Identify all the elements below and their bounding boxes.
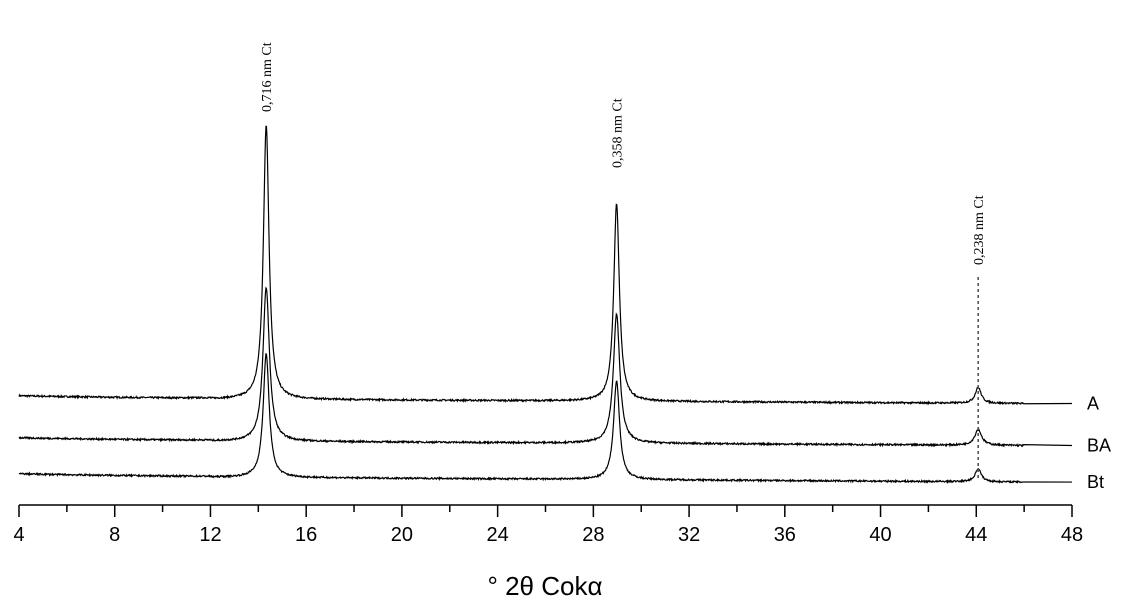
trace-ba: [18, 286, 1073, 448]
peak-annotation: 0,716 nm Ct: [260, 42, 275, 112]
series-label-a: A: [1087, 394, 1099, 414]
trace-a: [18, 125, 1073, 406]
x-tick-label: 20: [391, 524, 413, 546]
x-axis: 4 8 12 16 20 24 28 32 36 40 44 48: [13, 504, 1083, 546]
trace-bt: [18, 352, 1073, 485]
x-axis-title: ° 2θ Cokα: [487, 571, 602, 601]
x-tick-label: 32: [678, 524, 700, 546]
x-tick-label: 44: [965, 524, 987, 546]
x-tick-label: 28: [582, 524, 604, 546]
x-tick-label: 16: [295, 524, 317, 546]
x-tick-label: 48: [1061, 524, 1083, 546]
peak-annotation: 0,238 nm Ct: [972, 195, 987, 265]
x-tick-label: 8: [109, 524, 120, 546]
diffraction-traces: [18, 125, 1073, 485]
series-label-ba: BA: [1087, 436, 1111, 456]
x-tick-label: 12: [199, 524, 221, 546]
x-tick-label: 24: [487, 524, 509, 546]
x-tick-label: 40: [869, 524, 891, 546]
x-tick-label: 4: [13, 524, 24, 546]
peak-annotations: 0,716 nm Ct 0,358 nm Ct 0,238 nm Ct: [260, 42, 987, 265]
series-label-bt: Bt: [1087, 472, 1104, 492]
series-labels: A BA Bt: [1087, 394, 1111, 493]
x-tick-label: 36: [774, 524, 796, 546]
x-axis-ticks: 4 8 12 16 20 24 28 32 36 40 44 48: [13, 505, 1083, 546]
peak-annotation: 0,358 nm Ct: [611, 98, 626, 168]
